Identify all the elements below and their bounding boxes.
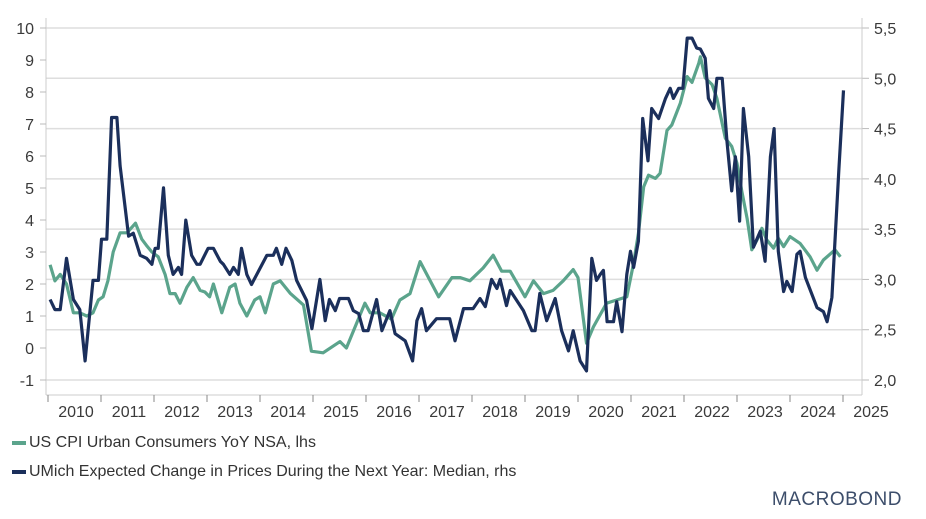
x-axis-tick-label: 2020 <box>588 404 624 421</box>
left-axis-tick-label: 3 <box>25 245 34 262</box>
x-axis-tick-label: 2012 <box>164 404 200 421</box>
legend-item-umich: UMich Expected Change in Prices During t… <box>12 463 516 481</box>
left-axis-tick-label: 5 <box>25 181 34 198</box>
x-axis-tick-label: 2021 <box>641 404 677 421</box>
legend-swatch-cpi <box>12 441 26 445</box>
legend-swatch-umich <box>12 470 26 474</box>
left-axis-tick-label: 7 <box>25 117 34 134</box>
x-axis-tick-label: 2023 <box>747 404 783 421</box>
right-axis-tick-label: 4,5 <box>874 122 896 139</box>
x-axis-tick-label: 2011 <box>112 404 147 421</box>
x-axis-tick-label: 2025 <box>853 404 889 421</box>
macrobond-logo: MACROBOND <box>771 489 902 510</box>
left-axis-tick-label: 9 <box>25 53 34 70</box>
right-axis-tick-label: 2,0 <box>874 373 896 390</box>
left-axis-tick-label: 1 <box>25 309 34 326</box>
legend-item-cpi: US CPI Urban Consumers YoY NSA, lhs <box>12 434 316 452</box>
left-axis-tick-label: 2 <box>25 277 34 294</box>
x-axis-tick-label: 2013 <box>217 404 253 421</box>
x-axis-tick-label: 2015 <box>323 404 359 421</box>
left-axis-tick-label: 4 <box>25 213 34 230</box>
series-line-umich <box>48 36 846 373</box>
left-axis-tick-label: 8 <box>25 85 34 102</box>
x-axis-tick-label: 2014 <box>270 404 306 421</box>
left-axis-tick-label: 10 <box>16 21 34 38</box>
x-axis-tick-label: 2010 <box>58 404 94 421</box>
x-axis-tick-label: 2016 <box>376 404 412 421</box>
x-axis-tick-label: 2024 <box>800 404 836 421</box>
x-axis-tick-label: 2022 <box>694 404 730 421</box>
right-axis-tick-label: 3,5 <box>874 222 896 239</box>
legend-label-umich: UMich Expected Change in Prices During t… <box>29 463 517 480</box>
x-axis-tick-label: 2018 <box>482 404 518 421</box>
left-axis-tick-label: 0 <box>25 341 34 358</box>
right-axis-tick-label: 5,0 <box>874 71 896 88</box>
left-axis-tick-label: -1 <box>20 373 34 390</box>
series-line-cpi <box>48 55 842 355</box>
right-axis-tick-label: 2,5 <box>874 323 896 340</box>
x-axis-tick-label: 2017 <box>429 404 465 421</box>
legend-label-cpi: US CPI Urban Consumers YoY NSA, lhs <box>29 434 316 451</box>
left-axis-tick-label: 6 <box>25 149 34 166</box>
right-axis-tick-label: 5,5 <box>874 21 896 38</box>
x-axis-tick-label: 2019 <box>535 404 571 421</box>
right-axis-tick-label: 4,0 <box>874 172 896 189</box>
right-axis-tick-label: 3,0 <box>874 272 896 289</box>
